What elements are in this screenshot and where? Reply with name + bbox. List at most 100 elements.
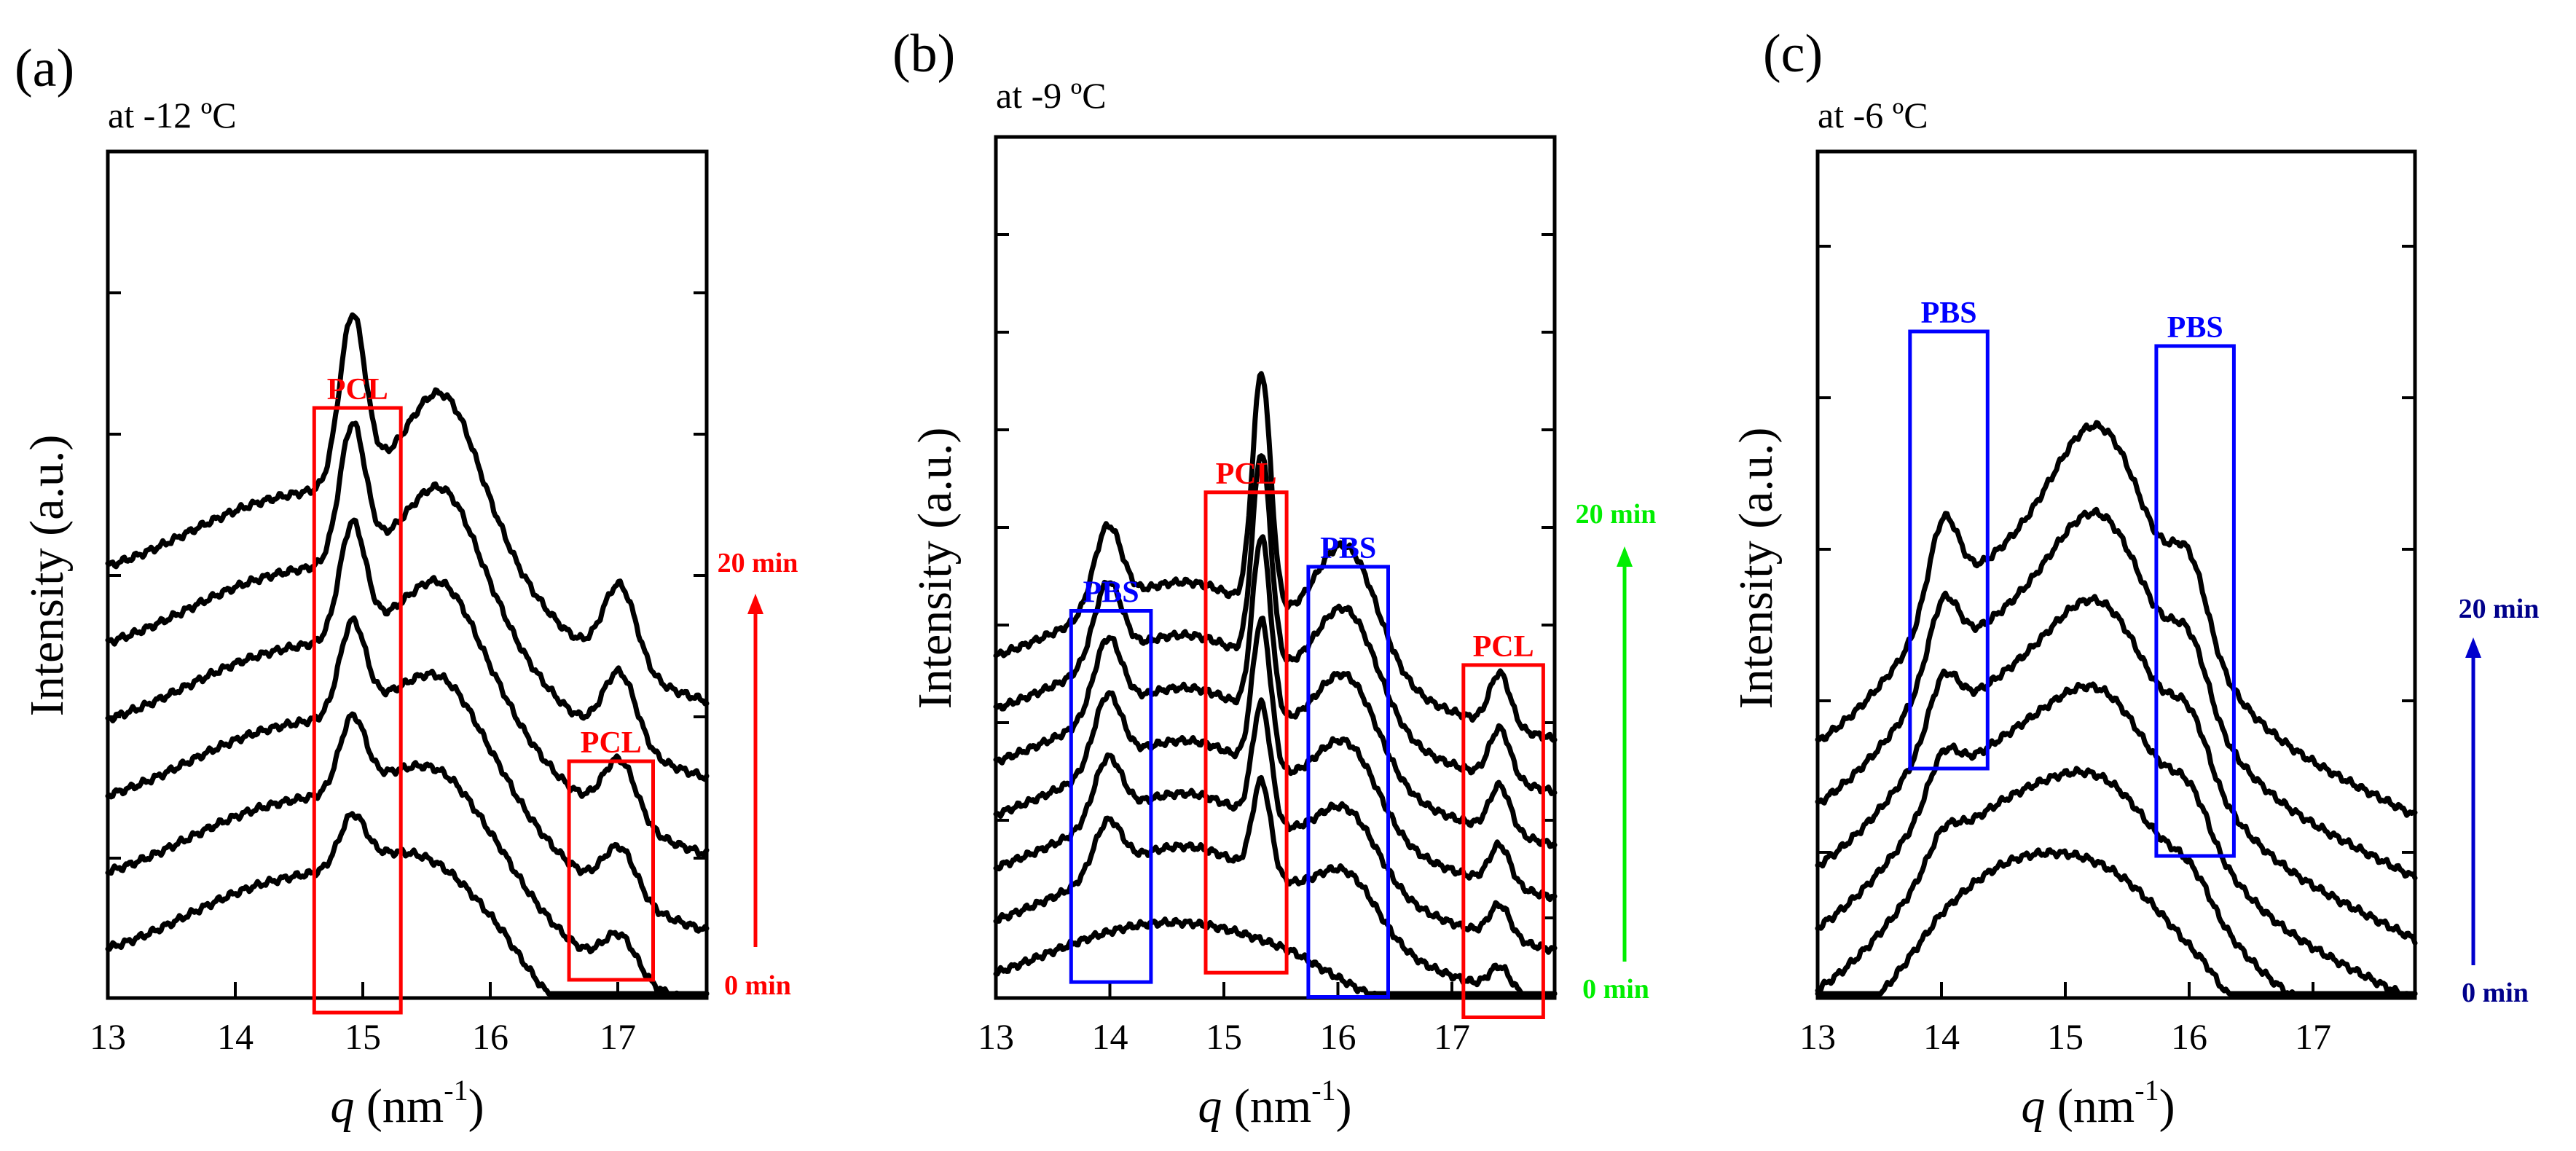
panel-b-xlabel: q (nm-1) — [1198, 1074, 1351, 1133]
panel-a-box-pcl-1 — [312, 406, 403, 1015]
panel-c-xtick-label: 14 — [1923, 1016, 1960, 1057]
panel-b-curve-7 — [993, 371, 1558, 743]
panel-c-xtick-label: 16 — [2171, 1016, 2207, 1057]
panel-c-xlabel-exp: -1 — [2135, 1074, 2159, 1107]
panel-b-frame — [994, 135, 1557, 1000]
panel-c-time-start: 0 min — [2462, 978, 2529, 1008]
panel-b-xlabel-var: q — [1198, 1080, 1222, 1133]
panel-a-time-end: 20 min — [718, 548, 798, 578]
panel-a-curve-5 — [105, 420, 710, 782]
panel-c-boxes: PBS PBS — [1908, 296, 2236, 858]
panel-a-curve-2 — [105, 711, 710, 997]
panel-c-title: at -6 ºC — [1818, 95, 1928, 135]
panel-c-ylabel: Intensity (a.u.) — [1729, 428, 1783, 710]
panel-a-xlabel-unit: (nm — [354, 1080, 444, 1133]
panel-a-ylabel: Intensity (a.u.) — [20, 435, 74, 717]
panel-c-xlabel: q (nm-1) — [2021, 1074, 2175, 1133]
panel-b-xtick-label: 16 — [1320, 1016, 1356, 1057]
panel-b-curve-2 — [993, 774, 1558, 997]
panel-b: (b) at -9 ºC 13 1 — [892, 24, 1656, 1133]
panel-a-xtick-label: 16 — [472, 1016, 508, 1057]
panel-a-xlabel-close: ) — [468, 1080, 484, 1133]
panel-a-curve-1 — [105, 811, 710, 997]
panel-b-xtick-label: 13 — [978, 1016, 1014, 1057]
panel-a-title: at -12 ºC — [108, 95, 237, 135]
panel-a-xlabel-exp: -1 — [444, 1074, 468, 1107]
panel-a-xtick-label: 14 — [217, 1016, 254, 1057]
panel-c-xtick-label: 13 — [1799, 1016, 1836, 1057]
panel-c-curve-2 — [1815, 766, 2418, 997]
panel-c-box-pbs-1 — [1908, 329, 1990, 771]
panel-c: (c) at -6 ºC 13 14 15 16 17 Inte — [1729, 24, 2539, 1133]
panel-b-box-pbs-1 — [1069, 609, 1153, 984]
panel-c-box-pbs-2 — [2154, 344, 2236, 858]
panel-c-xticks: 13 14 15 16 17 — [1799, 982, 2331, 1057]
panel-c-xtick-label: 17 — [2295, 1016, 2331, 1057]
panel-a-xtick-label: 13 — [90, 1016, 126, 1057]
panel-c-time-end: 20 min — [2459, 594, 2540, 624]
panel-b-xtick-label: 14 — [1092, 1016, 1128, 1057]
panel-c-curve-6 — [1815, 420, 2418, 818]
panel-a-xlabel: q (nm-1) — [330, 1074, 484, 1133]
panel-b-box-pbs-3 — [1306, 565, 1391, 999]
panel-c-label: (c) — [1763, 24, 1823, 84]
panel-b-xtick-label: 17 — [1434, 1016, 1470, 1057]
panel-b-curve-4 — [993, 616, 1558, 903]
panel-c-xtick-label: 15 — [2047, 1016, 2084, 1057]
panel-b-xlabel-close: ) — [1336, 1080, 1352, 1133]
panel-b-time-arrow: 20 min 0 min — [1576, 499, 1657, 1005]
panel-b-label: (b) — [892, 24, 955, 84]
panel-a-curve-6 — [105, 312, 710, 707]
panel-c-xlabel-unit: (nm — [2045, 1080, 2135, 1133]
panel-b-xlabel-unit: (nm — [1222, 1080, 1311, 1133]
panel-b-time-end: 20 min — [1576, 499, 1657, 530]
panel-a-xticks: 13 14 15 16 17 — [90, 982, 636, 1057]
panel-b-boxes: PBS PCL PBS PCL — [1069, 457, 1545, 1020]
panel-c-box-label-2: PBS — [2167, 311, 2223, 345]
panel-a-boxes: PCL PCL — [312, 373, 655, 1015]
panel-b-box-pcl-4 — [1461, 663, 1545, 1020]
panel-a-curve-3 — [105, 615, 710, 934]
panel-c-xlabel-var: q — [2021, 1080, 2045, 1133]
panel-a-curves — [105, 312, 710, 997]
panel-b-box-label-2: PCL — [1216, 457, 1277, 491]
panel-a-label: (a) — [15, 39, 74, 98]
panel-b-box-pcl-2 — [1203, 490, 1289, 975]
panel-b-time-start: 0 min — [1582, 974, 1649, 1005]
panel-a-box-label-1: PCL — [327, 373, 388, 406]
panel-a: (a) at -12 ºC 13 14 15 16 17 Int — [15, 39, 798, 1133]
panel-a-time-arrow: 20 min 0 min — [718, 548, 798, 1001]
panel-c-arrow-head — [2465, 637, 2481, 658]
panel-c-xlabel-close: ) — [2159, 1080, 2175, 1133]
panel-b-ylabel: Intensity (a.u.) — [908, 428, 962, 710]
panel-b-xtick-label: 15 — [1206, 1016, 1242, 1057]
panel-b-arrow-head — [1617, 546, 1633, 567]
panel-b-curves — [993, 371, 1558, 997]
panel-a-time-start: 0 min — [724, 970, 791, 1001]
panel-a-xtick-label: 15 — [345, 1016, 381, 1057]
panel-b-curve-1 — [993, 916, 1558, 997]
panel-b-box-label-3: PBS — [1320, 532, 1376, 565]
panel-b-title: at -9 ºC — [996, 75, 1107, 116]
panel-a-xlabel-var: q — [330, 1080, 354, 1133]
panel-a-arrow-head — [747, 594, 763, 614]
panel-a-box-pcl-2 — [567, 759, 655, 982]
panel-b-box-label-1: PBS — [1083, 576, 1139, 610]
panel-c-curve-3 — [1815, 681, 2418, 997]
panel-a-box-label-2: PCL — [581, 726, 642, 760]
panel-c-box-label-1: PBS — [1921, 296, 1977, 330]
panel-b-xlabel-exp: -1 — [1311, 1074, 1335, 1107]
panel-c-curve-5 — [1815, 506, 2418, 881]
panel-b-curve-3 — [993, 697, 1558, 955]
panel-c-yticks — [1818, 245, 2415, 854]
panel-a-curve-4 — [105, 517, 710, 857]
panel-c-frame — [1815, 149, 2417, 1000]
panel-c-time-arrow: 20 min 0 min — [2459, 594, 2540, 1008]
panel-c-curve-4 — [1815, 594, 2418, 946]
panel-b-curve-5 — [993, 534, 1558, 849]
panel-b-curve-6 — [993, 453, 1558, 796]
panel-a-xtick-label: 17 — [600, 1016, 636, 1057]
panel-b-box-label-4: PCL — [1473, 630, 1534, 664]
panel-c-curves — [1815, 420, 2418, 997]
